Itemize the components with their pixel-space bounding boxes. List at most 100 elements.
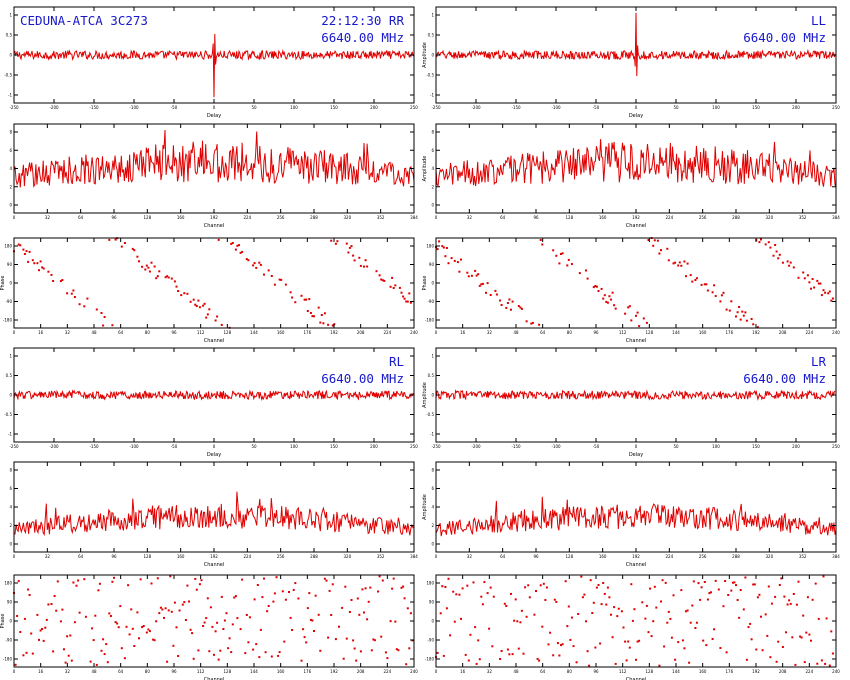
ll-amplitude-xtick-label: 352 <box>799 215 807 220</box>
rl-phase-point <box>284 598 287 601</box>
lr-phase-point <box>739 589 742 591</box>
rl-phase-point <box>141 626 144 629</box>
rl-phase-point <box>155 620 158 623</box>
rl-amplitude-ytick-label: 8 <box>9 468 12 473</box>
rr-phase-point <box>359 264 362 267</box>
rl-phase-point <box>230 651 233 654</box>
ll-phase-point <box>505 306 508 309</box>
ll-phase-point <box>674 261 677 264</box>
lr-delay-ylabel: Amplitude <box>422 382 428 408</box>
rl-phase-point <box>361 588 364 591</box>
rr-phase-ytick-label: 0 <box>9 281 12 286</box>
rl-phase-point <box>189 628 192 631</box>
rr-phase-xtick-label: 64 <box>118 330 124 335</box>
rl-phase-point <box>406 607 409 610</box>
lr-phase-point <box>735 584 737 587</box>
lr-phase-point <box>628 646 631 649</box>
lr-phase-point <box>552 654 555 657</box>
rl-phase-point <box>233 596 236 599</box>
rr-phase-ytick-label: 90 <box>7 262 13 267</box>
rr-phase-point <box>31 259 34 262</box>
lr-phase-point <box>520 609 523 612</box>
rl-delay-xtick-label: 100 <box>290 444 298 449</box>
rr-phase-point <box>120 245 123 248</box>
ll-phase-point <box>769 246 772 249</box>
lr-phase-point <box>710 591 712 594</box>
lr-amplitude-trace <box>435 496 837 537</box>
rr-phase-point <box>234 248 237 251</box>
lr-phase-point <box>685 610 687 613</box>
ll-amplitude-xtick-label: 256 <box>699 215 707 220</box>
ll-amplitude-xtick-label: 320 <box>766 215 774 220</box>
lr-phase-point <box>545 586 548 589</box>
ll-amplitude-frame <box>435 123 837 214</box>
rl-delay-xtick-label: -100 <box>129 444 139 449</box>
rr-phase-point <box>166 275 169 278</box>
rl-phase-point <box>348 611 351 613</box>
rl-phase-point <box>245 614 248 616</box>
ll-phase-point <box>477 273 480 276</box>
rl-phase-point <box>258 656 261 659</box>
rr-phase-xtick-label: 0 <box>13 330 16 335</box>
rr-delay-xtick-label: -50 <box>171 105 178 110</box>
rl-phase-point <box>111 580 114 583</box>
lr-phase-point <box>650 635 653 638</box>
rr-phase-point <box>141 265 144 268</box>
ll-phase-ytick-label: -180 <box>425 318 435 323</box>
rl-phase-point <box>228 637 231 640</box>
rl-phase-point <box>308 592 311 595</box>
lr-phase-point <box>695 621 698 624</box>
ll-phase-xtick-label: 16 <box>460 330 466 335</box>
rl-phase-point <box>206 597 209 600</box>
lr-phase-point <box>653 585 656 588</box>
rr-phase-point <box>17 243 20 246</box>
ll-phase-point <box>458 270 461 273</box>
lr-phase-point <box>788 599 791 602</box>
ll-phase-point <box>642 317 645 320</box>
ll-phase-point <box>511 300 514 303</box>
rl-phase-point <box>152 638 155 641</box>
rr-amplitude-xtick-label: 288 <box>310 215 318 220</box>
lr-phase-point <box>730 589 733 592</box>
ll-phase-point <box>555 254 558 257</box>
rl-phase-point <box>211 625 214 628</box>
rr-phase-ytick-label: 180 <box>4 244 12 249</box>
rl-delay-xtick-label: -250 <box>9 444 19 449</box>
ll-phase-point <box>600 287 603 290</box>
lr-phase-point <box>605 603 608 606</box>
rl-delay-xtick-label: 0 <box>213 444 216 449</box>
rl-delay-xlabel: Delay <box>207 452 221 458</box>
rr-delay-xtick-label: 150 <box>330 105 338 110</box>
rr-phase-point <box>252 264 255 267</box>
rl-delay-xtick-label: -200 <box>49 444 59 449</box>
lr-phase-xlabel: Channel <box>626 677 647 680</box>
rr-phase-point <box>400 291 403 294</box>
lr-phase-point <box>616 615 619 618</box>
ll-phase-point <box>494 289 497 292</box>
ll-phase-point <box>689 274 692 277</box>
ll-phase-point <box>741 310 744 313</box>
rr-delay-ytick-label: -0.5 <box>4 73 12 78</box>
lr-phase-point <box>442 654 445 657</box>
ll-amplitude-xtick-label: 160 <box>599 215 607 220</box>
rr-phase-point <box>198 306 201 309</box>
lr-phase-point <box>677 641 680 644</box>
rr-amplitude-xtick-label: 32 <box>45 215 51 220</box>
rr-phase-point <box>241 250 244 253</box>
rr-phase-xtick-label: 240 <box>410 330 418 335</box>
rl-phase-point <box>222 628 225 630</box>
rl-phase-point <box>138 637 140 640</box>
rl-phase-point <box>41 628 44 630</box>
lr-phase-point <box>817 617 820 620</box>
rr-phase-point <box>230 242 233 245</box>
rl-phase-point <box>319 649 322 652</box>
ll-phase-point <box>786 260 789 263</box>
rr-phase-xlabel: Channel <box>204 338 225 344</box>
ll-phase-point <box>750 318 753 320</box>
ll-phase-point <box>767 241 770 244</box>
ll-delay-ytick-label: 0 <box>431 53 434 58</box>
lr-phase-point <box>503 602 506 605</box>
rl-phase-xtick-label: 0 <box>13 669 16 674</box>
lr-phase-point <box>466 584 469 587</box>
lr-amplitude-xtick-label: 160 <box>599 554 607 559</box>
